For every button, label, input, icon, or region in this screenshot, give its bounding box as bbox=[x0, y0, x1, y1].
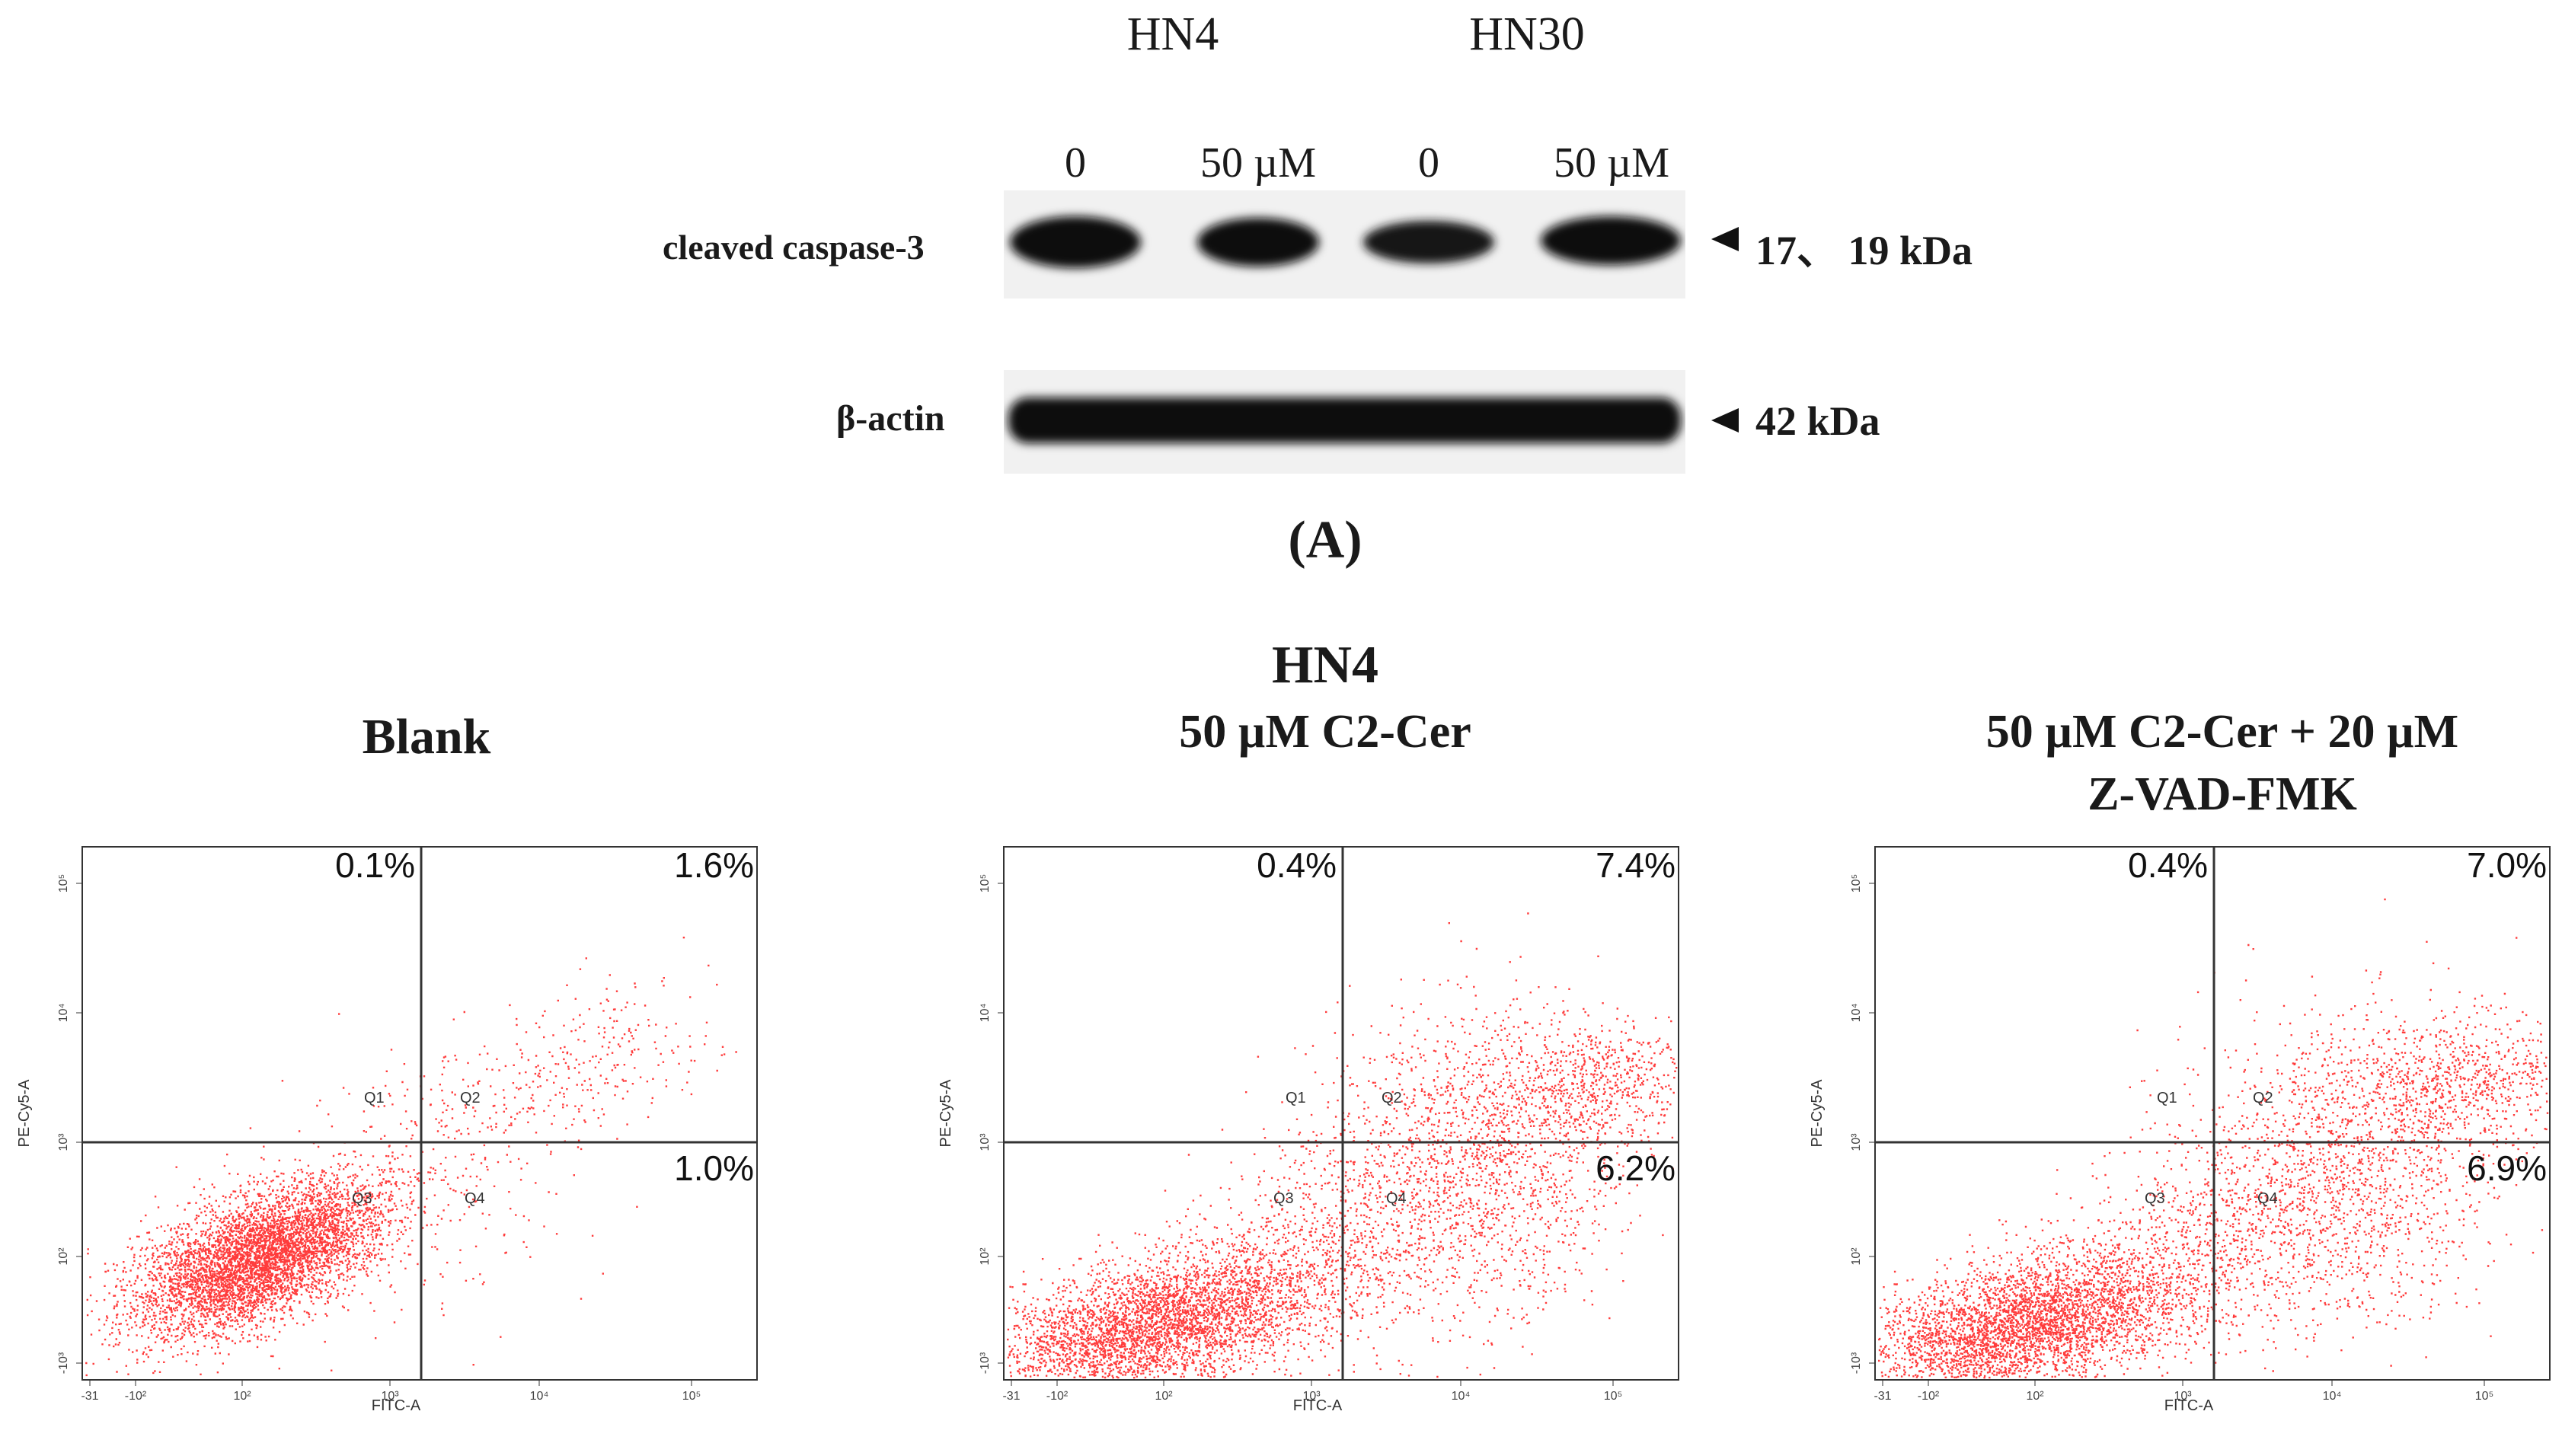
x-tick-label: -31 bbox=[1874, 1390, 1891, 1403]
arrow-left-icon bbox=[1711, 227, 1739, 251]
x-ticks: -31 -10² 10² 10³ 10⁴ 10⁵ bbox=[81, 1380, 701, 1403]
x-tick-label: 10⁴ bbox=[2323, 1390, 2342, 1403]
caspase3-band-2 bbox=[1197, 218, 1319, 267]
y-tick-label: 10⁴ bbox=[1850, 1004, 1863, 1023]
x-tick-label: 10² bbox=[233, 1390, 251, 1403]
q3-label: Q3 bbox=[1273, 1190, 1294, 1207]
x-tick-label: 10³ bbox=[381, 1390, 399, 1403]
x-tick-label: 10⁴ bbox=[530, 1390, 549, 1403]
y-tick-label: 10⁴ bbox=[57, 1004, 70, 1023]
x-tick-label: 10⁴ bbox=[1452, 1390, 1471, 1403]
x-axis-label: FITC-A bbox=[1293, 1397, 1343, 1414]
q1-label: Q1 bbox=[1286, 1090, 1306, 1106]
y-axis-label: PE-Cy5-A bbox=[938, 1079, 954, 1148]
q4-label: Q4 bbox=[465, 1190, 485, 1207]
y-tick-label: 10³ bbox=[57, 1133, 70, 1151]
q2-label: Q2 bbox=[2253, 1090, 2273, 1106]
lane-label-4: 50 µM bbox=[1553, 139, 1670, 187]
panel-label-a: (A) bbox=[1288, 511, 1362, 570]
blot-cell-line-hn30: HN30 bbox=[1469, 8, 1585, 60]
flow-panel-title-3a: 50 µM C2-Cer + 20 µM bbox=[1985, 706, 2459, 758]
x-tick-label: 10³ bbox=[2174, 1390, 2192, 1403]
q2-percent: 7.0% bbox=[2467, 845, 2547, 885]
q2-percent: 1.6% bbox=[674, 845, 754, 885]
q1-percent: 0.4% bbox=[2128, 845, 2208, 885]
y-tick-label: 10⁵ bbox=[1850, 874, 1863, 892]
x-tick-label: 10² bbox=[2026, 1390, 2044, 1403]
caspase3-blot-strip bbox=[1004, 190, 1685, 299]
lane-label-1: 0 bbox=[1065, 139, 1086, 187]
band-size-caspase3: 17、 19 kDa bbox=[1755, 228, 1973, 273]
caspase3-band-4 bbox=[1541, 216, 1681, 265]
q3-label: Q3 bbox=[2145, 1190, 2165, 1207]
band-size-actin: 42 kDa bbox=[1755, 398, 1880, 444]
blot-cell-line-hn4: HN4 bbox=[1126, 8, 1219, 60]
x-tick-label: -10² bbox=[125, 1390, 147, 1403]
flow-plot-c2cer-zvad: 0.4% 7.0% 6.9% Q1 Q2 Q3 Q4 FITC-A PE-Cy5… bbox=[1809, 845, 2551, 1414]
q1-label: Q1 bbox=[2157, 1090, 2177, 1106]
caspase3-band-3 bbox=[1363, 221, 1494, 263]
y-tick-label: 10³ bbox=[1850, 1133, 1863, 1151]
y-tick-label: -10³ bbox=[57, 1352, 70, 1374]
y-axis-label: PE-Cy5-A bbox=[1809, 1079, 1826, 1148]
flow-plot-blank: 0.1% 1.6% 1.0% Q1 Q2 Q3 Q4 FITC-A PE-Cy5… bbox=[16, 845, 758, 1414]
flow-panel-title-1: Blank bbox=[362, 709, 491, 765]
q2-label: Q2 bbox=[460, 1090, 481, 1106]
flow-plot-c2cer: 0.4% 7.4% 6.2% Q1 Q2 Q3 Q4 FITC-A PE-Cy5… bbox=[938, 845, 1679, 1414]
y-tick-label: 10⁴ bbox=[979, 1004, 992, 1023]
flow-cell-line-title: HN4 bbox=[1272, 636, 1378, 694]
x-axis-label: FITC-A bbox=[2164, 1397, 2214, 1414]
x-tick-label: 10³ bbox=[1302, 1390, 1321, 1403]
x-tick-label: 10² bbox=[1155, 1390, 1173, 1403]
q4-percent: 1.0% bbox=[674, 1148, 754, 1188]
x-tick-label: 10⁵ bbox=[2475, 1390, 2493, 1403]
lane-label-2: 50 µM bbox=[1200, 139, 1317, 187]
scatter-points bbox=[85, 937, 737, 1377]
x-tick-label: -10² bbox=[1046, 1390, 1069, 1403]
protein-label-caspase3: cleaved caspase-3 bbox=[663, 228, 925, 267]
x-axis-label: FITC-A bbox=[372, 1397, 421, 1414]
x-tick-label: -10² bbox=[1918, 1390, 1940, 1403]
flow-panel-title-2: 50 µM C2-Cer bbox=[1179, 706, 1471, 758]
arrow-left-icon bbox=[1711, 408, 1739, 433]
y-axis-label: PE-Cy5-A bbox=[16, 1079, 33, 1148]
x-ticks: -31 -10² 10² 10³ 10⁴ 10⁵ bbox=[1874, 1380, 2493, 1403]
q1-percent: 0.1% bbox=[335, 845, 415, 885]
y-ticks: -10³ 10² 10³ 10⁴ 10⁵ bbox=[1850, 874, 1875, 1374]
q4-percent: 6.9% bbox=[2467, 1148, 2547, 1188]
actin-blot-strip bbox=[1004, 370, 1685, 474]
q4-label: Q4 bbox=[1386, 1190, 1407, 1207]
q4-label: Q4 bbox=[2257, 1190, 2278, 1207]
lane-label-3: 0 bbox=[1418, 139, 1439, 187]
actin-band bbox=[1008, 398, 1681, 443]
y-tick-label: 10⁵ bbox=[979, 874, 992, 892]
q2-label: Q2 bbox=[1382, 1090, 1402, 1106]
y-tick-label: -10³ bbox=[979, 1352, 992, 1374]
y-tick-label: 10⁵ bbox=[57, 874, 70, 892]
x-tick-label: 10⁵ bbox=[1604, 1390, 1622, 1403]
caspase3-band-1 bbox=[1010, 216, 1141, 268]
y-ticks: -10³ 10² 10³ 10⁴ 10⁵ bbox=[57, 874, 82, 1374]
x-ticks: -31 -10² 10² 10³ 10⁴ 10⁵ bbox=[1002, 1380, 1622, 1403]
q2-percent: 7.4% bbox=[1596, 845, 1676, 885]
q1-label: Q1 bbox=[364, 1090, 385, 1106]
x-tick-label: -31 bbox=[1002, 1390, 1020, 1403]
scatter-dots bbox=[85, 937, 737, 1377]
q3-label: Q3 bbox=[352, 1190, 372, 1207]
y-tick-label: 10³ bbox=[979, 1133, 992, 1151]
x-tick-label: -31 bbox=[81, 1390, 98, 1403]
q1-percent: 0.4% bbox=[1257, 845, 1337, 885]
x-tick-label: 10⁵ bbox=[682, 1390, 701, 1403]
y-tick-label: 10² bbox=[57, 1247, 70, 1266]
y-tick-label: -10³ bbox=[1850, 1352, 1863, 1374]
y-tick-label: 10² bbox=[979, 1247, 992, 1266]
q4-percent: 6.2% bbox=[1596, 1148, 1676, 1188]
flow-panel-title-3b: Z-VAD-FMK bbox=[2088, 768, 2357, 820]
y-ticks: -10³ 10² 10³ 10⁴ 10⁵ bbox=[979, 874, 1004, 1374]
protein-label-actin: β-actin bbox=[836, 398, 945, 439]
y-tick-label: 10² bbox=[1850, 1247, 1863, 1266]
